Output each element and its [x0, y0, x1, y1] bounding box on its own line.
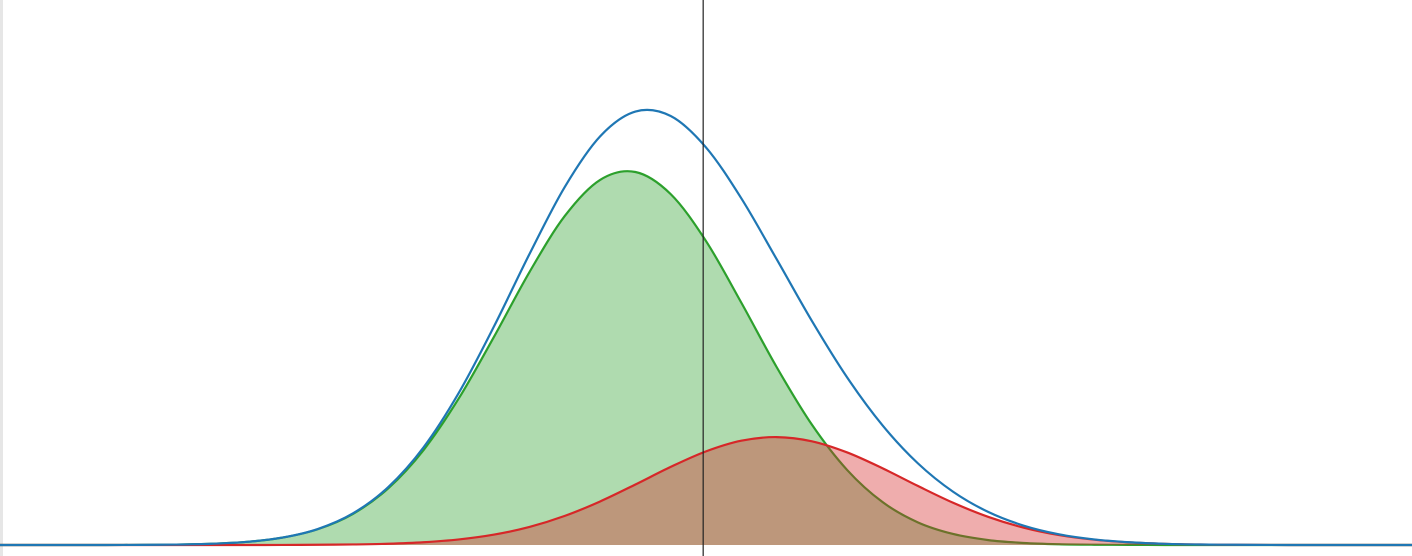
line-series: [0, 108, 1412, 547]
left-border: [0, 0, 3, 556]
area-series: [0, 435, 1412, 547]
